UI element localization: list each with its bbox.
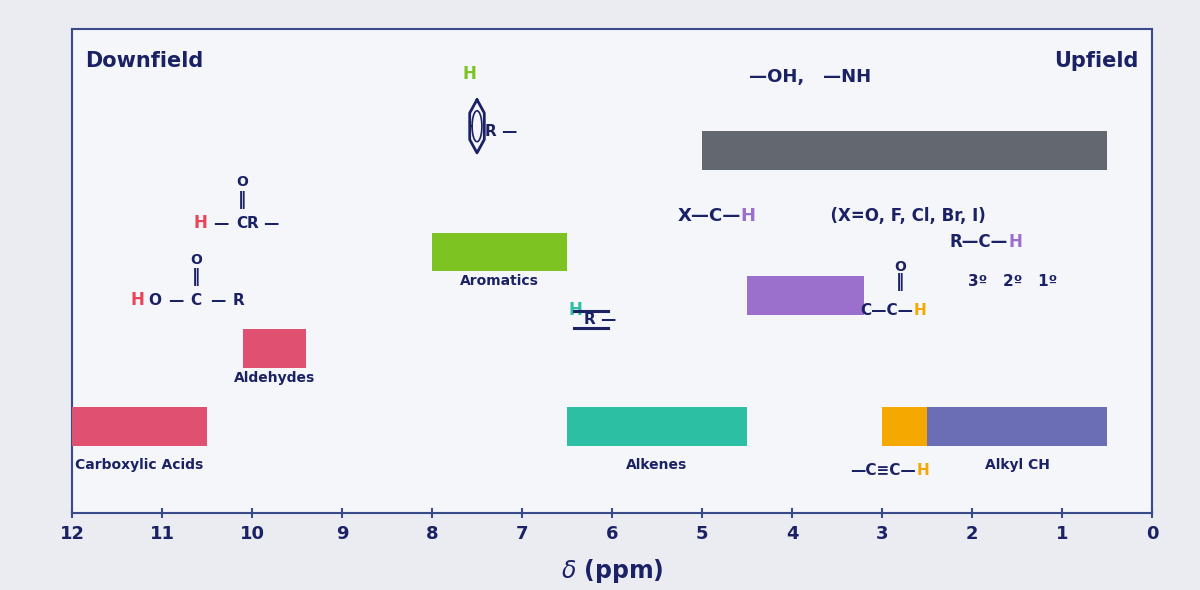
Text: —: — — [212, 215, 228, 231]
Bar — [928, 407, 1108, 445]
Text: R—C—: R—C— — [949, 234, 1008, 251]
Text: O: O — [236, 175, 248, 189]
Text: H: H — [569, 301, 583, 319]
Text: O: O — [191, 253, 202, 267]
Text: C—C—: C—C— — [860, 303, 913, 317]
Text: H: H — [193, 214, 208, 232]
Text: R —: R — — [485, 123, 517, 139]
Bar — [702, 131, 1108, 170]
Text: C: C — [191, 293, 202, 308]
Text: R —: R — — [584, 312, 617, 327]
Text: ‖: ‖ — [192, 268, 200, 286]
Bar — [72, 407, 208, 445]
Text: —: — — [210, 293, 226, 308]
Text: ‖: ‖ — [896, 273, 904, 291]
Text: Alkyl CH: Alkyl CH — [984, 458, 1050, 471]
Text: X—C—: X—C— — [677, 208, 740, 225]
Text: H: H — [1008, 234, 1022, 251]
Text: O: O — [894, 260, 906, 274]
Text: —C≡C—: —C≡C— — [851, 463, 917, 477]
Text: R —: R — — [247, 215, 280, 231]
Text: Upfield: Upfield — [1054, 51, 1139, 71]
Text: 3º   2º   1º: 3º 2º 1º — [968, 274, 1057, 289]
Bar — [432, 232, 568, 271]
Text: O: O — [149, 293, 161, 308]
Text: H: H — [917, 463, 929, 477]
Text: Aldehydes: Aldehydes — [234, 371, 316, 385]
Text: —: — — [168, 293, 184, 308]
Text: Carboxylic Acids: Carboxylic Acids — [76, 458, 204, 471]
Text: H: H — [131, 291, 145, 309]
Text: R: R — [233, 293, 245, 308]
Text: —OH,   —NH: —OH, —NH — [749, 68, 871, 86]
Text: H: H — [740, 208, 756, 225]
Bar — [746, 276, 864, 315]
X-axis label: $\delta$ (ppm): $\delta$ (ppm) — [560, 557, 664, 585]
Text: Alkenes: Alkenes — [626, 458, 688, 471]
Text: Aromatics: Aromatics — [460, 274, 539, 288]
Text: H: H — [913, 303, 926, 317]
Bar — [568, 407, 746, 445]
Bar — [244, 329, 306, 368]
Text: C: C — [236, 215, 247, 231]
Text: ‖: ‖ — [238, 191, 246, 208]
Bar — [882, 407, 972, 445]
Text: Downfield: Downfield — [85, 51, 204, 71]
Text: (X=O, F, Cl, Br, I): (X=O, F, Cl, Br, I) — [818, 208, 985, 225]
Text: H: H — [462, 65, 476, 83]
